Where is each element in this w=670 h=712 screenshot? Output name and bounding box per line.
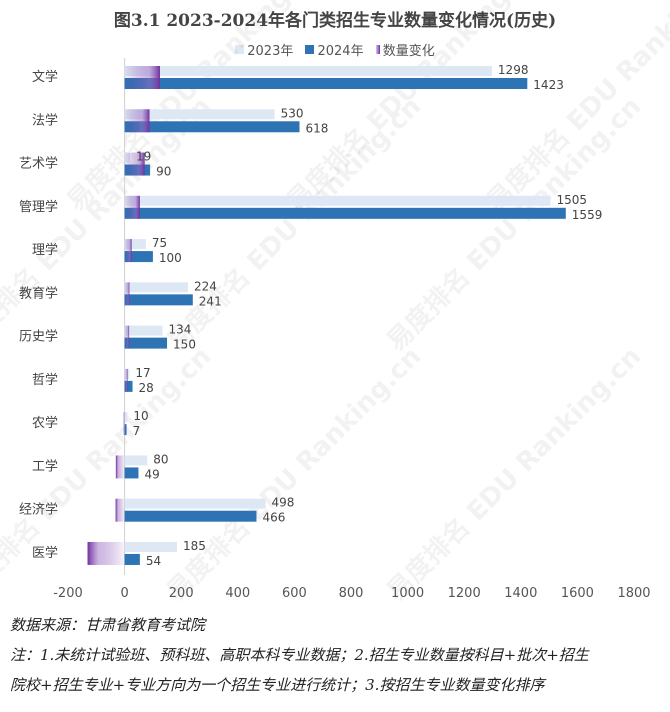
data-label-2024: 100 [159,251,182,265]
category-label: 文学 [32,69,58,85]
note-line-1: 注：1.未统计试验班、预科班、高职本科专业数据；2.招生专业数量按科目+批次+招… [10,646,589,664]
bar-2024 [124,294,193,306]
bar-2024 [124,553,140,565]
x-tick-label: 400 [225,586,250,601]
category-label: 经济学 [19,502,58,518]
bar-change [124,282,130,306]
x-tick-label: 600 [282,586,307,601]
legend-swatch [235,45,245,54]
bar-2023 [124,412,128,423]
source-note: 数据来源：甘肃省教育考试院 [10,616,206,634]
x-tick-label: 1000 [391,586,424,601]
bar-2023 [124,325,163,336]
note-line-2: 院校+招生专业+专业方向为一个招生专业进行统计；3.按招生专业数量变化排序 [10,676,545,694]
legend-swatch [375,45,380,54]
bar-2023 [124,282,188,293]
bar-2023 [124,455,148,466]
bar-change [124,195,140,219]
x-tick-label: 1200 [448,586,481,601]
data-label-2024: 90 [156,165,171,179]
bar-change [124,152,145,176]
data-label-2023: 19 [136,150,151,164]
data-label-2024: 466 [262,511,285,525]
data-label-2024: 150 [173,338,196,352]
bar-change [123,412,126,436]
bar-2023 [124,66,492,76]
bar-change [124,368,128,392]
category-label: 法学 [32,112,58,128]
category-label: 哲学 [32,372,58,388]
legend-item-change: 数量变化 [375,40,435,59]
data-label-2023: 185 [183,539,206,553]
bar-change [124,109,150,133]
bar-change [124,66,160,89]
x-tick-label: 200 [169,586,194,601]
legend: 2023年 2024年 数量变化 [0,40,670,59]
bar-change [115,498,125,522]
category-label: 农学 [32,415,58,431]
data-label-2023: 224 [194,279,217,293]
x-tick-label: 1600 [561,586,594,601]
bar-2024 [124,251,153,263]
bar-2024 [124,467,139,479]
bar-2023 [124,498,266,509]
legend-item-2024: 2024年 [305,40,364,59]
data-label-2024: 7 [133,424,141,438]
bar-2024 [124,78,528,89]
bar-change [115,455,125,479]
bar-2023 [124,239,146,250]
legend-label: 数量变化 [382,44,435,59]
bar-2023 [124,109,275,120]
legend-label: 2023年 [247,44,294,59]
category-label: 理学 [32,242,58,258]
data-label-2023: 10 [133,409,148,423]
bar-2023 [124,541,177,552]
data-label-2024: 54 [146,554,161,568]
category-label: 历史学 [19,329,58,345]
bar-2024 [124,121,300,133]
data-label-2023: 80 [153,452,168,466]
category-label: 管理学 [19,199,58,215]
data-label-2023: 75 [152,236,167,250]
data-label-2023: 530 [281,106,304,120]
chart-title: 图3.1 2023-2024年各门类招生专业数量变化情况(历史) [113,11,557,31]
bar-2024 [124,424,127,436]
data-label-2023: 134 [169,323,192,337]
legend-swatch [305,45,315,54]
bar-2024 [124,380,133,392]
category-label: 教育学 [19,285,58,301]
x-tick-label: 1400 [504,586,537,601]
data-label-2024: 28 [139,381,154,395]
bar-change [124,239,132,263]
watermark: 易度排名 EDU Ranking.cn [381,91,647,357]
legend-label: 2024年 [317,44,364,59]
data-label-2023: 498 [272,496,295,510]
watermark: 易度排名 EDU Ranking.cn [381,341,647,607]
x-tick-label: 1800 [617,586,650,601]
category-label: 医学 [32,545,58,561]
x-tick-label: 800 [339,586,364,601]
watermark: 易度排名 EDU Ranking.cn [161,341,427,607]
data-label-2024: 618 [305,121,328,135]
x-tick-label: 0 [120,586,128,601]
x-tick-label: -200 [53,586,83,601]
data-label-2023: 1298 [498,63,529,77]
bar-2024 [124,510,257,522]
bar-2024 [124,207,566,219]
legend-item-2023: 2023年 [235,40,293,59]
bar-2023 [124,195,551,206]
data-label-2023: 17 [135,366,150,380]
bar-change [87,541,125,565]
bar-2024 [124,337,168,349]
data-label-2024: 49 [144,467,159,481]
bar-change [124,325,130,349]
data-label-2024: 241 [199,294,222,308]
data-label-2023: 1505 [557,193,588,207]
category-label: 工学 [32,458,58,474]
data-label-2024: 1423 [533,78,564,92]
category-label: 艺术学 [19,156,58,172]
data-label-2024: 1559 [572,208,603,222]
